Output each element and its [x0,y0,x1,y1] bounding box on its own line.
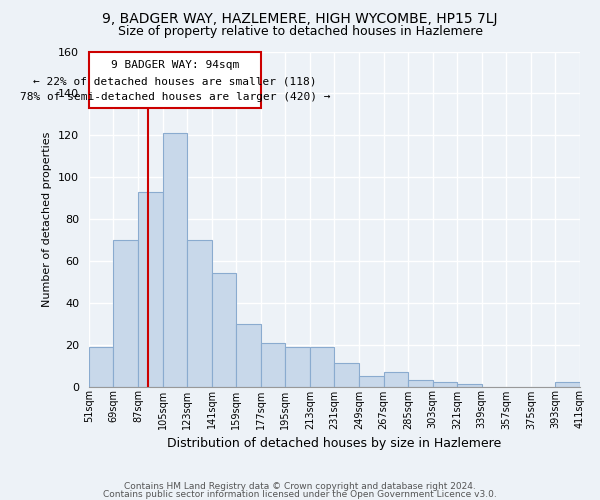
Bar [334,364,359,386]
Bar [261,342,286,386]
Bar [89,346,113,387]
Bar [138,192,163,386]
Bar [457,384,482,386]
Bar [212,274,236,386]
Y-axis label: Number of detached properties: Number of detached properties [43,132,52,306]
Text: Size of property relative to detached houses in Hazlemere: Size of property relative to detached ho… [118,25,482,38]
Bar [113,240,138,386]
Bar [408,380,433,386]
Bar [310,346,334,387]
Bar [163,133,187,386]
Text: 78% of semi-detached houses are larger (420) →: 78% of semi-detached houses are larger (… [20,92,330,102]
Bar [187,240,212,386]
Text: 9 BADGER WAY: 94sqm: 9 BADGER WAY: 94sqm [110,60,239,70]
Text: 9, BADGER WAY, HAZLEMERE, HIGH WYCOMBE, HP15 7LJ: 9, BADGER WAY, HAZLEMERE, HIGH WYCOMBE, … [102,12,498,26]
Bar [556,382,580,386]
Text: Contains HM Land Registry data © Crown copyright and database right 2024.: Contains HM Land Registry data © Crown c… [124,482,476,491]
Text: ← 22% of detached houses are smaller (118): ← 22% of detached houses are smaller (11… [33,76,317,86]
Text: Contains public sector information licensed under the Open Government Licence v3: Contains public sector information licen… [103,490,497,499]
Bar [286,346,310,387]
Bar [383,372,408,386]
FancyBboxPatch shape [89,52,261,108]
X-axis label: Distribution of detached houses by size in Hazlemere: Distribution of detached houses by size … [167,437,502,450]
Bar [359,376,383,386]
Bar [433,382,457,386]
Bar [236,324,261,386]
